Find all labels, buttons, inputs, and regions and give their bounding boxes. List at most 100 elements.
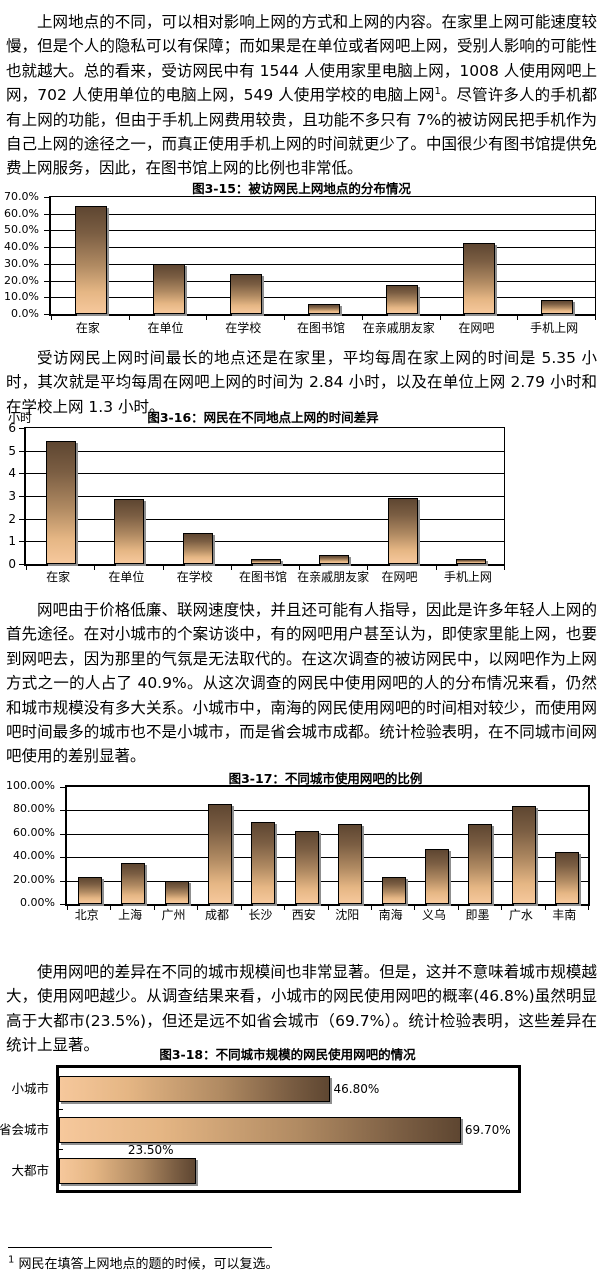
paragraph-intro: 上网地点的不同，可以相对影响上网的方式和上网的内容。在家里上网可能速度较慢，但是…: [6, 10, 597, 181]
x-category-label: 在学校: [176, 570, 213, 584]
bar-手机上网: [455, 558, 486, 564]
x-category-label: 在单位: [147, 321, 184, 335]
x-axis-tick: [544, 906, 546, 910]
x-axis-tick: [230, 566, 232, 570]
x-axis-tick: [110, 906, 112, 910]
bar-北京: [77, 876, 102, 904]
x-category-label: 在亲戚朋友家: [362, 321, 435, 335]
x-axis-tick: [128, 316, 130, 320]
y-category-label: 省会城市: [0, 1122, 49, 1137]
y-axis-tick: [60, 787, 65, 788]
gridline: [51, 213, 595, 215]
paragraph-text: 使用网吧的差异在不同的城市规模间也非常显著。但是，这并不意味着城市规模越大，使用…: [6, 963, 597, 1055]
figure-3-16-x-axis: 在家 在单位 在学校 在图书馆 在亲戚朋友家 在网吧 手机上网: [24, 568, 502, 584]
figure-3-16-unit-label: 小时: [8, 411, 33, 425]
paragraph-time-online: 受访网民上网时间最长的地点还是在家里，平均每周在家上网的时间是 5.35 小时，…: [6, 346, 597, 419]
x-axis-tick: [240, 906, 242, 910]
x-category-label: 在家: [46, 570, 71, 584]
x-category-label: 北京: [74, 908, 99, 922]
gridline: [51, 230, 595, 232]
x-category-label: 在图书馆: [296, 321, 345, 335]
gridline: [26, 518, 504, 520]
bar-上海: [121, 863, 146, 904]
paragraph-text: 网吧由于价格低廉、联网速度快，并且还可能有人指导，因此是许多年轻人上网的首先途径…: [6, 601, 597, 766]
y-tick-label: 70.0%: [4, 190, 39, 203]
x-category-label: 义乌: [422, 908, 447, 922]
bar-大都市: [59, 1157, 196, 1184]
bar-广州: [164, 880, 189, 904]
bar-沈阳: [338, 823, 363, 904]
bar-小城市: [59, 1076, 330, 1103]
figure-3-18-plot-area: 46.80% 69.70% 23.50%: [56, 1065, 521, 1193]
x-category-label: 在家: [75, 321, 100, 335]
x-axis-tick: [361, 316, 363, 320]
y-tick-label: 5: [8, 443, 16, 458]
bar-即墨: [468, 824, 493, 904]
x-axis-tick: [94, 566, 96, 570]
bar-省会城市: [59, 1117, 461, 1143]
bar-广水: [511, 806, 536, 904]
figure-3-15: 图3-15：被访网民上网地点的分布情况 70.0% 60.0% 50.0% 40.0%…: [0, 176, 603, 336]
x-category-label: 南海: [378, 908, 403, 922]
x-category-label: 在图书馆: [238, 570, 287, 584]
x-category-label: 西安: [291, 908, 316, 922]
bar-南海: [381, 877, 406, 904]
y-tick-label: 3: [8, 489, 16, 503]
y-axis-tick: [44, 263, 49, 265]
figure-3-17-plot-area: [60, 785, 590, 910]
bar-丰南: [555, 851, 580, 904]
x-category-label: 广水: [508, 908, 533, 922]
footnote-separator: [8, 1247, 272, 1248]
y-tick-label: 0.0%: [11, 307, 39, 320]
y-tick-label: 40.00%: [13, 849, 55, 863]
x-category-label: 长沙: [248, 908, 273, 922]
x-axis-tick: [327, 906, 329, 910]
gridline: [51, 297, 595, 299]
bar-手机上网: [541, 300, 574, 314]
y-axis-tick: [19, 541, 24, 543]
y-tick-label: 50.0%: [4, 223, 39, 237]
y-category-label: 小城市: [11, 1081, 49, 1097]
y-tick-label: 10.0%: [4, 290, 39, 304]
bar-在图书馆: [308, 303, 340, 314]
footnote-ref: 1: [434, 86, 441, 98]
bar-在学校: [230, 274, 263, 314]
y-axis-tick: [59, 1108, 63, 1110]
bar-在亲戚朋友家: [385, 285, 418, 314]
x-category-label: 在亲戚朋友家: [297, 570, 370, 584]
data-label: 23.50%: [127, 1142, 174, 1157]
y-tick-label: 6: [8, 421, 16, 435]
x-category-label: 手机上网: [530, 321, 579, 335]
figure-3-18-title: 图3-18：不同城市规模的网民使用网吧的情况: [159, 1047, 416, 1062]
y-axis-tick: [60, 833, 65, 835]
x-axis-tick: [284, 316, 286, 320]
x-axis-tick: [457, 906, 459, 910]
y-axis-tick: [60, 857, 65, 859]
x-axis-tick: [153, 906, 155, 910]
paragraph-text: 上网地点的不同，可以相对影响上网的方式和上网的内容。在家里上网可能速度较慢，但是…: [6, 13, 597, 105]
x-axis-tick: [435, 566, 437, 570]
gridline: [26, 496, 504, 497]
y-tick-label: 0: [8, 557, 16, 571]
x-axis-tick: [299, 566, 301, 570]
x-axis-tick: [51, 316, 52, 320]
bar-在单位: [114, 498, 145, 564]
x-category-label: 广州: [161, 908, 186, 922]
figure-3-16-title: 图3-16：网民在不同地点上网的时间差异: [147, 410, 379, 425]
x-axis-tick: [501, 906, 503, 910]
y-tick-label: 100.00%: [6, 779, 55, 792]
bar-在家: [46, 440, 77, 564]
paragraph-text: 。尽管许多人的手机都有上网的功能，但由于手机上网费用较贵，且功能不多只有 7%的…: [6, 86, 597, 178]
x-category-label: 在网吧: [381, 570, 418, 584]
y-category-label: 大都市: [11, 1162, 49, 1178]
figure-3-17: 图3-17：不同城市使用网吧的比例 100.00% 80.00% 60.00% 40.…: [0, 766, 603, 930]
x-axis-tick: [284, 906, 286, 910]
bar-长沙: [251, 822, 276, 904]
x-axis-tick: [367, 566, 369, 570]
y-axis-tick: [44, 314, 49, 315]
x-category-label: 在网吧: [458, 321, 495, 335]
x-category-label: 成都: [204, 908, 229, 922]
y-axis-tick: [44, 197, 49, 198]
y-axis-tick: [44, 297, 49, 299]
y-axis-tick: [19, 496, 24, 497]
